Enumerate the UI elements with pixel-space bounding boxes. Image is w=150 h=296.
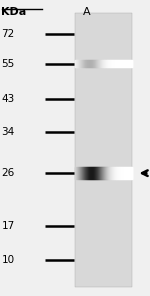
Text: 34: 34: [2, 127, 15, 137]
Bar: [75, 13, 132, 287]
Text: 72: 72: [2, 29, 15, 39]
Text: 43: 43: [2, 94, 15, 104]
Text: 10: 10: [2, 255, 15, 266]
Text: KDa: KDa: [2, 7, 27, 17]
Text: 55: 55: [2, 59, 15, 69]
Text: 17: 17: [2, 221, 15, 231]
Text: 26: 26: [2, 168, 15, 178]
Text: A: A: [82, 7, 90, 17]
